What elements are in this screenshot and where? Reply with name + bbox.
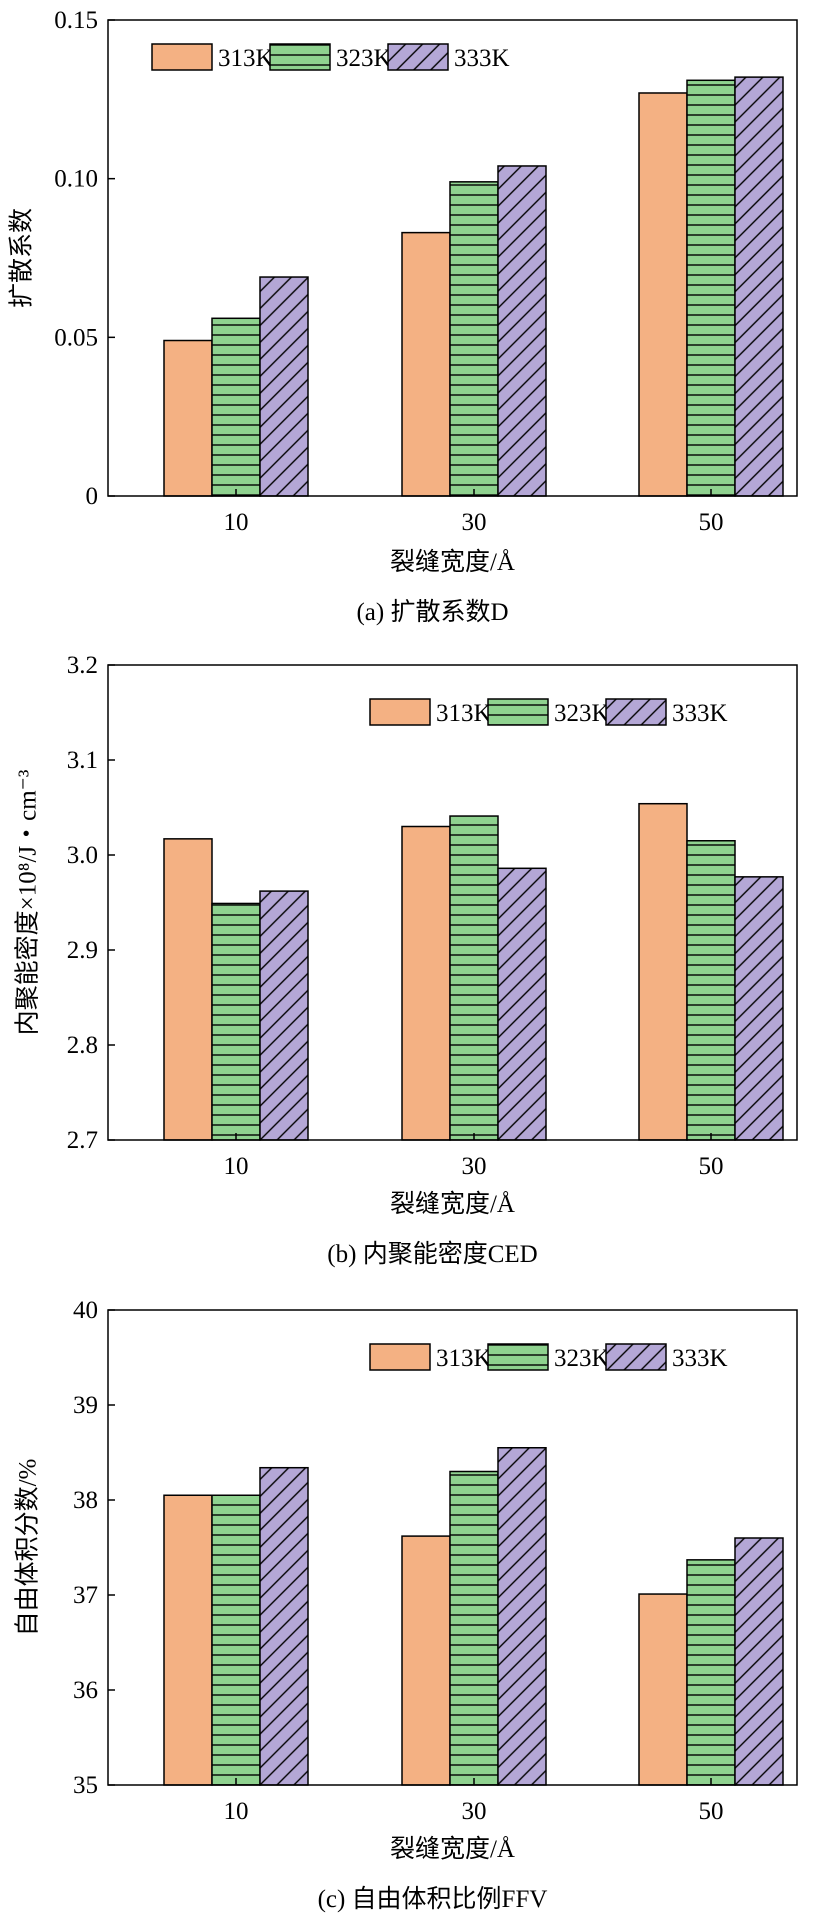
plot-frame	[107, 1309, 798, 1786]
y-axis-title: 扩散系数	[8, 208, 36, 308]
y-tick-label: 2.8	[67, 1032, 98, 1059]
legend-label-333K: 333K	[454, 45, 510, 72]
bar-323K-50	[686, 840, 736, 1141]
bar-313K-10	[163, 1494, 213, 1786]
chart-panel-3: 35 36 37 38 39 40 10 30 50 裂缝宽度/Å (c) 自由体积比例FFV 自由体…	[14, 1297, 798, 1913]
bar-333K-10	[259, 890, 309, 1141]
legend-swatch-323K	[269, 43, 331, 71]
bar-323K-50	[686, 79, 736, 497]
bar-333K-50	[734, 1537, 784, 1786]
chart-caption: (b) 内聚能密度CED	[327, 1240, 537, 1268]
bar-333K-10	[259, 1466, 309, 1786]
bar-313K-10	[163, 339, 213, 497]
bar-333K-10	[259, 276, 309, 497]
bar-323K-10	[211, 317, 261, 497]
x-tick-label: 50	[699, 1153, 724, 1180]
plot-frame	[107, 19, 798, 497]
y-tick-label: 2.7	[67, 1127, 98, 1154]
legend-label-333K: 333K	[672, 1345, 728, 1372]
legend-swatch-313K	[369, 698, 431, 726]
bar-323K-50	[686, 1559, 736, 1786]
bar-333K-30	[497, 165, 547, 497]
legend-swatch-313K	[369, 1343, 431, 1371]
bar-313K-50	[638, 92, 688, 497]
y-tick-label: 2.9	[67, 937, 98, 964]
bar-313K-50	[638, 802, 688, 1141]
legend-label-313K: 313K	[218, 45, 274, 72]
legend-label-313K: 313K	[436, 700, 492, 727]
x-tick-label: 30	[462, 1798, 487, 1825]
x-axis-title: 裂缝宽度/Å	[390, 1190, 515, 1218]
x-tick-label: 30	[462, 1153, 487, 1180]
y-tick-label: 3.2	[67, 652, 98, 679]
y-tick-label: 3.0	[67, 842, 98, 869]
bar-313K-50	[638, 1593, 688, 1786]
y-tick-label: 0	[86, 483, 99, 510]
y-tick-label: 36	[73, 1677, 98, 1704]
legend-swatch-313K	[151, 43, 213, 71]
x-tick-label: 50	[699, 1798, 724, 1825]
y-tick-label: 37	[73, 1582, 98, 1609]
y-tick-label: 40	[73, 1297, 98, 1324]
chart-panel-1: 0 0.05 0.10 0.15 10 30 50 裂缝宽度/Å (a) 扩散系数D 扩散系数 31…	[8, 7, 798, 626]
x-axis-title: 裂缝宽度/Å	[390, 548, 515, 576]
y-tick-label: 3.1	[67, 747, 98, 774]
y-tick-label: 39	[73, 1392, 98, 1419]
legend-label-323K: 323K	[336, 45, 392, 72]
y-tick-label: 0.15	[54, 7, 98, 34]
y-tick-label: 35	[73, 1772, 98, 1799]
x-tick-label: 30	[462, 509, 487, 536]
bar-323K-30	[449, 815, 499, 1141]
bar-313K-30	[401, 825, 451, 1141]
x-axis-title: 裂缝宽度/Å	[390, 1835, 515, 1863]
bar-333K-50	[734, 76, 784, 497]
bar-313K-10	[163, 838, 213, 1141]
legend-label-323K: 323K	[554, 1345, 610, 1372]
bar-323K-10	[211, 1494, 261, 1786]
bar-313K-30	[401, 231, 451, 497]
bar-333K-50	[734, 876, 784, 1141]
y-tick-label: 0.05	[54, 324, 98, 351]
chart-panel-2: 2.7 2.8 2.9 3.0 3.1 3.2 10 30 50 裂缝宽度/Å (b) 内聚能密度C…	[14, 652, 798, 1268]
legend-swatch-333K	[387, 43, 449, 71]
bar-333K-30	[497, 1447, 547, 1786]
legend-swatch-323K	[487, 1343, 549, 1371]
legend-label-323K: 323K	[554, 700, 610, 727]
legend-label-333K: 333K	[672, 700, 728, 727]
x-tick-label: 10	[224, 1153, 249, 1180]
legend-swatch-323K	[487, 698, 549, 726]
legend-label-313K: 313K	[436, 1345, 492, 1372]
bar-323K-10	[211, 902, 261, 1141]
bar-323K-30	[449, 1470, 499, 1786]
legend-swatch-333K	[605, 698, 667, 726]
y-axis-title: 内聚能密度×10⁸/J・cm⁻³	[14, 769, 42, 1035]
chart-caption: (c) 自由体积比例FFV	[318, 1885, 548, 1913]
chart-caption: (a) 扩散系数D	[356, 598, 508, 626]
charts-root: 0 0.05 0.10 0.15 10 30 50 裂缝宽度/Å (a) 扩散系数D 扩散系数 31…	[8, 7, 798, 1913]
y-axis-title: 自由体积分数/%	[14, 1459, 42, 1637]
y-tick-label: 38	[73, 1487, 98, 1514]
x-tick-label: 10	[224, 509, 249, 536]
legend-swatch-333K	[605, 1343, 667, 1371]
bar-333K-30	[497, 867, 547, 1141]
bar-313K-30	[401, 1535, 451, 1786]
y-tick-label: 0.10	[54, 166, 98, 193]
x-tick-label: 50	[699, 509, 724, 536]
bar-323K-30	[449, 181, 499, 497]
plot-frame	[107, 664, 798, 1141]
x-tick-label: 10	[224, 1798, 249, 1825]
